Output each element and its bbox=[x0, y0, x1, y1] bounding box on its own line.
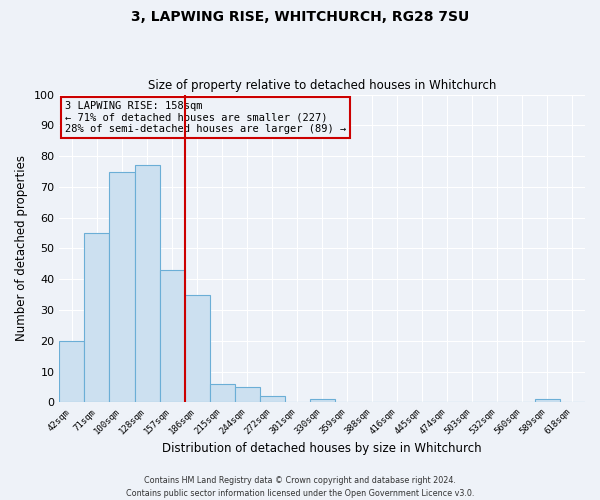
Bar bbox=[235, 387, 260, 402]
Bar bbox=[209, 384, 235, 402]
Y-axis label: Number of detached properties: Number of detached properties bbox=[15, 156, 28, 342]
Bar bbox=[109, 172, 134, 402]
Bar bbox=[310, 400, 335, 402]
Bar bbox=[535, 400, 560, 402]
Text: Contains HM Land Registry data © Crown copyright and database right 2024.
Contai: Contains HM Land Registry data © Crown c… bbox=[126, 476, 474, 498]
Text: 3, LAPWING RISE, WHITCHURCH, RG28 7SU: 3, LAPWING RISE, WHITCHURCH, RG28 7SU bbox=[131, 10, 469, 24]
Bar bbox=[260, 396, 284, 402]
Text: 3 LAPWING RISE: 158sqm
← 71% of detached houses are smaller (227)
28% of semi-de: 3 LAPWING RISE: 158sqm ← 71% of detached… bbox=[65, 100, 346, 134]
Bar bbox=[134, 166, 160, 402]
Title: Size of property relative to detached houses in Whitchurch: Size of property relative to detached ho… bbox=[148, 79, 496, 92]
Bar bbox=[85, 233, 109, 402]
Bar bbox=[59, 341, 85, 402]
X-axis label: Distribution of detached houses by size in Whitchurch: Distribution of detached houses by size … bbox=[163, 442, 482, 455]
Bar bbox=[185, 294, 209, 403]
Bar bbox=[160, 270, 185, 402]
